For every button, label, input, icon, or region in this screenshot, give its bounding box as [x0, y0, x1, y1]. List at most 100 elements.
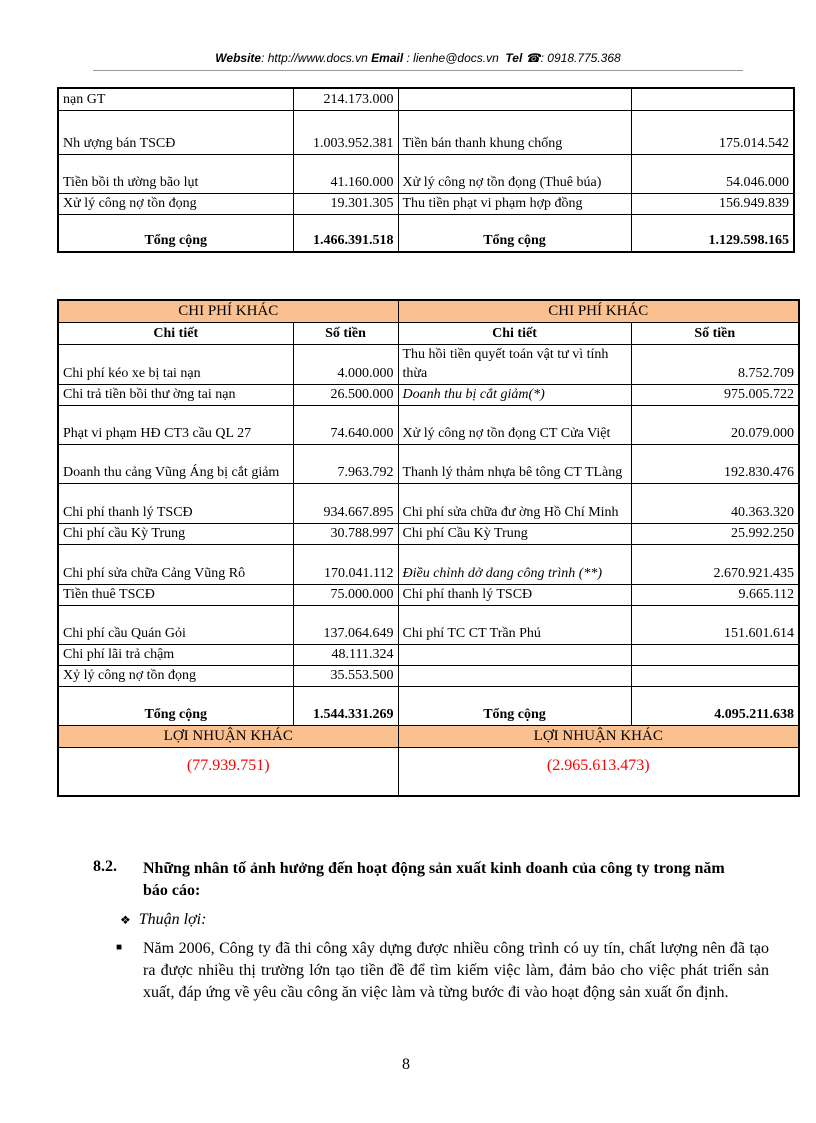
detail-cell: Doanh thu cảng Vũng Áng bị cắt giảm — [57, 443, 294, 484]
total-left: 1.466.391.518 — [292, 213, 399, 253]
table-row: Tiền bồi th ường bão lụt 41.160.000 Xử lý … — [57, 153, 795, 194]
amount-cell: 1.003.952.381 — [292, 109, 399, 155]
detail-cell: Chi phí sửa chữa đư ờng Hồ Chí Minh — [397, 482, 632, 524]
other-expenses-table: CHI PHÍ KHÁC CHI PHÍ KHÁC Chi tiết Số ti… — [57, 299, 800, 797]
section-title: Những nhân tố ảnh hưởng đến hoạt động sả… — [143, 860, 725, 899]
table-row: Chi phí kéo xe bị tai nạn 4.000.000 Thu hồ… — [57, 343, 800, 385]
col-detail: Chi tiết — [57, 321, 294, 345]
detail-cell: Chi trả tiền bồi thư ờng tai nạn — [57, 383, 294, 406]
website-label: Website — [215, 51, 262, 65]
table-row: Phạt vi phạm HĐ CT3 cầu QL 27 74.640.000 X… — [57, 404, 800, 445]
amount-cell: 156.949.839 — [630, 192, 795, 215]
amount-cell: 25.992.250 — [630, 522, 800, 545]
amount-cell: 48.111.324 — [292, 643, 399, 666]
detail-cell: Xử lý công nợ tồn đọng — [57, 192, 294, 215]
amount-cell — [630, 643, 800, 666]
amount-cell: 8.752.709 — [630, 343, 800, 385]
amount-cell: 9.665.112 — [630, 583, 800, 606]
detail-cell: Thu hồi tiền quyết toán vật tư vì tính t… — [397, 343, 632, 385]
amount-cell: 2.670.921.435 — [630, 543, 800, 585]
page-header: Website: http://www.docs.vn Email : lien… — [93, 51, 743, 65]
detail-cell: Chi phí Cầu Kỳ Trung — [397, 522, 632, 545]
section-number: 8.2. — [93, 858, 117, 875]
detail-cell: Tiền thuê TSCĐ — [57, 583, 294, 606]
table-row: Chi phí cầu Quán Gỏi 137.064.649 Chi phí T… — [57, 604, 800, 645]
table-row: Doanh thu cảng Vũng Áng bị cắt giảm 7.963… — [57, 443, 800, 484]
table-row: Chi phí cầu Kỳ Trung 30.788.997 Chi phí Cầ… — [57, 522, 800, 545]
amount-cell: 74.640.000 — [292, 404, 399, 445]
income-table: nạn GT 214.173.000 Nh ượng bán TSCĐ 1.003.9… — [57, 87, 795, 253]
email-label: Email — [371, 51, 404, 65]
page-number: 8 — [402, 1056, 410, 1073]
amount-cell: 54.046.000 — [630, 153, 795, 194]
total-label: Tổng cộng — [397, 685, 632, 726]
square-bullet-icon: ■ — [116, 942, 123, 953]
detail-cell — [397, 87, 632, 111]
total-row: Tổng cộng 1.466.391.518 Tổng cộng 1.129.… — [57, 213, 795, 253]
detail-cell: Chi phí lãi trả chậm — [57, 643, 294, 666]
paragraph: Năm 2006, Công ty đã thi công xây dựng đ… — [143, 940, 769, 1001]
detail-cell: Nh ượng bán TSCĐ — [57, 109, 294, 155]
detail-cell: Chi phí TC CT Trần Phú — [397, 604, 632, 645]
detail-cell — [397, 664, 632, 687]
column-header-row: Chi tiết Số tiền Chi tiết Số tiền — [57, 321, 800, 345]
profit-value-row: (77.939.751) (2.965.613.473) — [57, 746, 800, 797]
total-label: Tổng cộng — [397, 213, 632, 253]
website-link[interactable]: : http://www.docs.vn — [261, 51, 368, 65]
profit-label-left: LỢI NHUẬN KHÁC — [57, 724, 399, 748]
total-row: Tổng cộng 1.544.331.269 Tổng cộng 4.095.… — [57, 685, 800, 726]
amount-cell: 40.363.320 — [630, 482, 800, 524]
profit-left: (77.939.751) — [57, 746, 399, 797]
amount-cell: 170.041.112 — [292, 543, 399, 585]
col-amount: Số tiền — [630, 321, 800, 345]
amount-cell: 975.005.722 — [630, 383, 800, 406]
amount-cell: 20.079.000 — [630, 404, 800, 445]
tel-label: Tel — [505, 51, 523, 65]
table-row: nạn GT 214.173.000 — [57, 87, 795, 111]
detail-cell: Doanh thu bị cắt giảm(*) — [397, 383, 632, 406]
detail-cell: nạn GT — [57, 87, 294, 111]
amount-cell: 41.160.000 — [292, 153, 399, 194]
profit-label-right: LỢI NHUẬN KHÁC — [397, 724, 800, 748]
amount-cell: 26.500.000 — [292, 383, 399, 406]
table-row: Chi phí thanh lý TSCĐ 934.667.895 Chi phí … — [57, 482, 800, 524]
detail-cell: Tiền bán thanh khung chống — [397, 109, 632, 155]
amount-cell: 35.553.500 — [292, 664, 399, 687]
table-row: Tiền thuê TSCĐ 75.000.000 Chi phí thanh lý… — [57, 583, 800, 606]
detail-cell: Phạt vi phạm HĐ CT3 cầu QL 27 — [57, 404, 294, 445]
table-row: Xử lý công nợ tồn đọng 19.301.305 Thu tiền… — [57, 192, 795, 215]
col-detail: Chi tiết — [397, 321, 632, 345]
detail-cell: Xử lý công nợ tồn đọng CT Cửa Việt — [397, 404, 632, 445]
detail-cell: Tiền bồi th ường bão lụt — [57, 153, 294, 194]
detail-cell: Chi phí thanh lý TSCĐ — [57, 482, 294, 524]
subheading: ❖ Thuận lợi: — [120, 911, 206, 929]
table-row: Chi phí sửa chữa Cảng Vũng Rô 170.041.112… — [57, 543, 800, 585]
email-link[interactable]: : lienhe@docs.vn — [406, 51, 499, 65]
amount-cell: 934.667.895 — [292, 482, 399, 524]
profit-header-row: LỢI NHUẬN KHÁC LỢI NHUẬN KHÁC — [57, 724, 800, 748]
profit-right: (2.965.613.473) — [397, 746, 800, 797]
total-label: Tổng cộng — [57, 685, 294, 726]
total-left: 1.544.331.269 — [292, 685, 399, 726]
detail-cell: Chi phí sửa chữa Cảng Vũng Rô — [57, 543, 294, 585]
detail-cell: Xử lý công nợ tồn đọng (Thuê búa) — [397, 153, 632, 194]
amount-cell — [630, 664, 800, 687]
total-label: Tổng cộng — [57, 213, 294, 253]
subheading-text: Thuận lợi: — [138, 911, 207, 928]
phone-icon: ☎ — [525, 51, 541, 65]
amount-cell: 192.830.476 — [630, 443, 800, 484]
detail-cell: Điều chỉnh dở dang công trình (**) — [397, 543, 632, 585]
tel-value: : 0918.775.368 — [540, 51, 621, 65]
table-row: Nh ượng bán TSCĐ 1.003.952.381 Tiền bán th… — [57, 109, 795, 155]
amount-cell: 151.601.614 — [630, 604, 800, 645]
amount-cell: 214.173.000 — [292, 87, 399, 111]
detail-cell: Chi phí cầu Kỳ Trung — [57, 522, 294, 545]
total-right: 4.095.211.638 — [630, 685, 800, 726]
detail-cell: Xỷ lý công nợ tồn đọng — [57, 664, 294, 687]
amount-cell: 7.963.792 — [292, 443, 399, 484]
detail-cell — [397, 643, 632, 666]
amount-cell: 75.000.000 — [292, 583, 399, 606]
title-right: CHI PHÍ KHÁC — [397, 299, 800, 323]
amount-cell: 4.000.000 — [292, 343, 399, 385]
